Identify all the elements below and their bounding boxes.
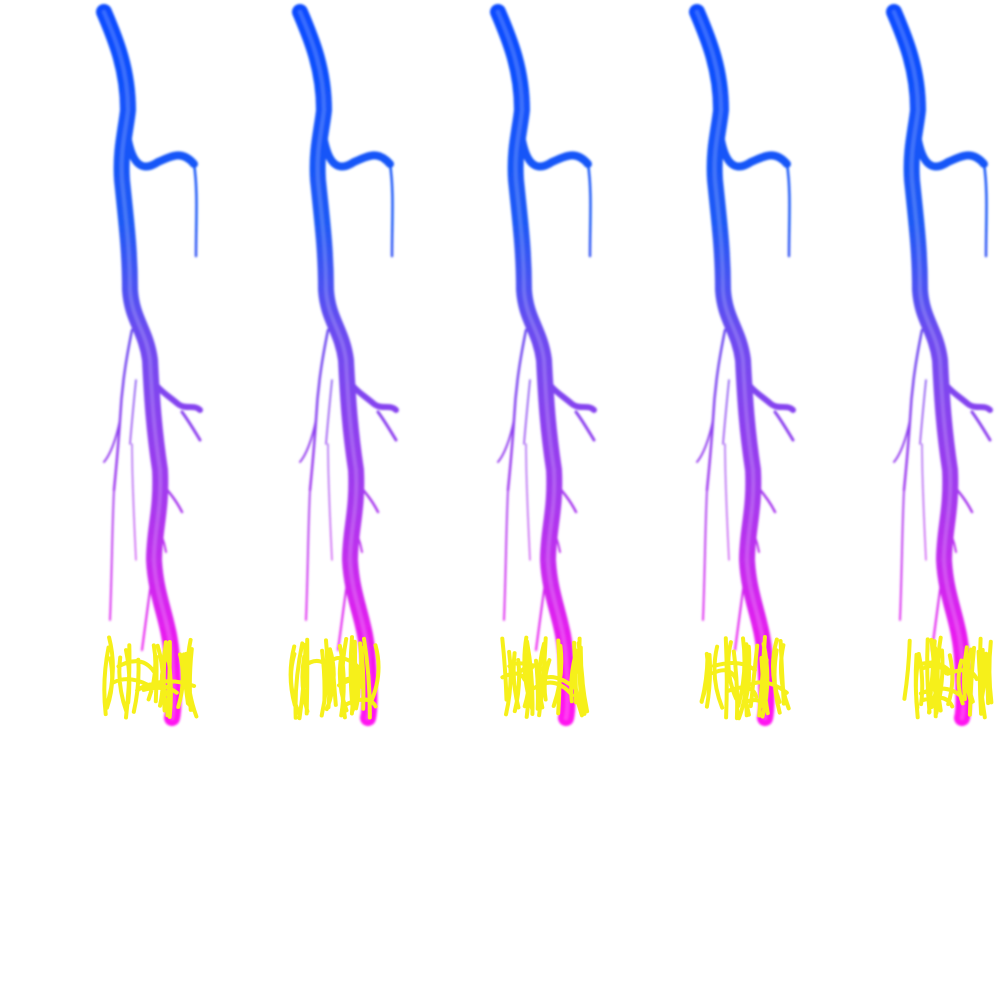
vessel-branch-2: [518, 136, 592, 171]
panel-3: [490, 4, 597, 726]
vessel-branch-9: [696, 419, 714, 463]
vessel-branch-3: [586, 162, 592, 258]
scribble-strokes: [699, 635, 791, 721]
vessel-tree-icon: [490, 4, 597, 726]
vessel-trunk-highlight: [496, 10, 570, 720]
vessel-branch-13: [525, 443, 531, 561]
vessel-branch-8: [112, 328, 134, 492]
vessel-branch-8: [506, 328, 528, 492]
yellow-scribble-icon: [902, 635, 994, 720]
vessel-branch-4: [143, 365, 203, 413]
panel-1: [96, 4, 203, 726]
vessel-tree-icon: [292, 4, 399, 726]
vessel-branch-5: [376, 410, 398, 442]
panels-group: [96, 4, 994, 726]
vessel-branch-8: [705, 328, 727, 492]
vessel-branch-3: [192, 162, 198, 258]
vessel-branch-4: [933, 365, 993, 413]
vessel-tree-icon: [96, 4, 203, 726]
vessel-branch-3: [982, 162, 988, 258]
vessel-branch-4: [537, 365, 597, 413]
vessel-branch-5: [574, 410, 596, 442]
panel-5: [886, 4, 994, 726]
vessel-branch-10: [305, 489, 311, 621]
vessel-branch-13: [327, 443, 333, 561]
scribble-strokes: [902, 635, 994, 720]
vessel-branch-8: [902, 328, 924, 492]
vessel-branch-9: [103, 419, 121, 463]
vessel-branch-9: [893, 419, 911, 463]
vessel-branch-11: [722, 379, 730, 445]
scribble-strokes: [288, 635, 381, 721]
vessel-branch-11: [325, 379, 333, 445]
vessel-branch-10: [109, 489, 115, 621]
vessel-branch-11: [919, 379, 927, 445]
vessel-branch-2: [320, 136, 394, 171]
vessel-branch-4: [339, 365, 399, 413]
vessel-branch-5: [773, 410, 795, 442]
vessel-trunk-highlight: [102, 10, 176, 720]
vessel-trunk-highlight: [892, 10, 966, 720]
vessel-branch-11: [523, 379, 531, 445]
vessel-branch-3: [785, 162, 791, 258]
panel-2: [288, 4, 399, 726]
vessel-branch-9: [299, 419, 317, 463]
vessel-branch-11: [129, 379, 137, 445]
scribble-strokes: [102, 635, 199, 720]
vessel-branch-4: [736, 365, 796, 413]
vessel-branch-8: [308, 328, 330, 492]
vessel-branch-5: [180, 410, 202, 442]
vessel-branch-5: [970, 410, 992, 442]
vessel-tree-icon: [689, 4, 796, 726]
vessel-branch-2: [717, 136, 791, 171]
vessel-branch-3: [388, 162, 394, 258]
vessel-trunk-highlight: [695, 10, 769, 720]
vessel-branch-2: [124, 136, 198, 171]
scribble-strokes: [500, 635, 590, 719]
vessel-branch-13: [921, 443, 927, 561]
vessel-tree-icon: [886, 4, 993, 726]
yellow-scribble-icon: [288, 635, 381, 721]
vessel-branch-13: [131, 443, 137, 561]
panel-4: [689, 4, 796, 726]
yellow-scribble-icon: [500, 635, 590, 719]
vessel-branch-10: [899, 489, 905, 621]
yellow-scribble-icon: [699, 635, 791, 721]
vessel-branch-2: [914, 136, 988, 171]
vessel-branch-13: [724, 443, 730, 561]
vessel-branch-10: [702, 489, 708, 621]
vessel-trunk-highlight: [298, 10, 372, 720]
vessel-branch-10: [503, 489, 509, 621]
vessel-branch-9: [497, 419, 515, 463]
yellow-scribble-icon: [102, 635, 199, 720]
